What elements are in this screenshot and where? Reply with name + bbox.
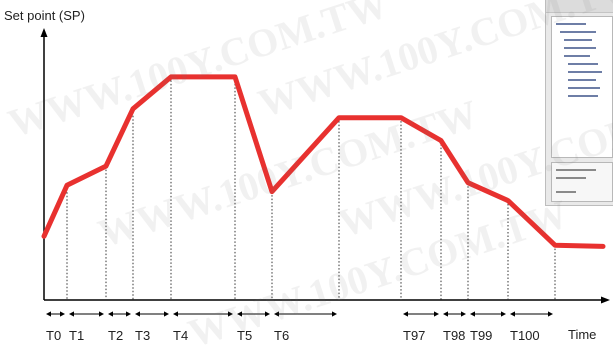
segment-tick-label: T2 [108, 328, 123, 343]
x-axis-arrow [601, 297, 610, 304]
segment-tick-label: T6 [274, 328, 289, 343]
y-axis-arrow [41, 28, 48, 37]
segment-tick-label: T98 [443, 328, 465, 343]
interval-arrowhead-right [434, 311, 439, 316]
segment-tick-label: T3 [135, 328, 150, 343]
interval-arrowhead-left [135, 311, 140, 316]
interval-arrowhead-left [470, 311, 475, 316]
segment-tick-label: T99 [470, 328, 492, 343]
thumbnail-toolbar [546, 0, 613, 13]
chart-area: T0 T1 T2 T3 T4 T5 T6 T97 T98 T99 T100 [0, 0, 613, 347]
software-screenshot-thumbnail [545, 0, 613, 206]
interval-arrowhead-left [274, 311, 279, 316]
interval-arrowhead-right [164, 311, 169, 316]
interval-arrowhead-right [501, 311, 506, 316]
thumbnail-bottom-panel [551, 162, 613, 202]
interval-arrowhead-left [173, 311, 178, 316]
y-axis-label: Set point (SP) [4, 8, 85, 23]
x-axis-label: Time [568, 327, 596, 342]
interval-arrowhead-left [443, 311, 448, 316]
segment-tick-label: T4 [173, 328, 188, 343]
segment-tick-label: T1 [69, 328, 84, 343]
interval-arrowhead-right [126, 311, 131, 316]
interval-arrowhead-left [403, 311, 408, 316]
interval-arrowhead-left [510, 311, 515, 316]
thumbnail-tree-panel [551, 16, 613, 158]
interval-arrowhead-right [99, 311, 104, 316]
segment-tick-label: T5 [237, 328, 252, 343]
chart-svg: T0 T1 T2 T3 T4 T5 T6 T97 T98 T99 T100 [0, 0, 613, 347]
segment-tick-label: T97 [403, 328, 425, 343]
interval-arrowhead-left [108, 311, 113, 316]
interval-arrowhead-right [265, 311, 270, 316]
interval-arrowhead-right [332, 311, 337, 316]
segment-tick-label: T0 [46, 328, 61, 343]
interval-arrowhead-left [69, 311, 74, 316]
segment-tick-label: T100 [510, 328, 540, 343]
interval-arrowhead-right [60, 311, 65, 316]
interval-arrowhead-left [46, 311, 51, 316]
interval-arrowhead-left [237, 311, 242, 316]
interval-arrowhead-right [461, 311, 466, 316]
setpoint-series-line [44, 77, 603, 247]
interval-arrowhead-right [228, 311, 233, 316]
interval-arrowhead-right [548, 311, 553, 316]
